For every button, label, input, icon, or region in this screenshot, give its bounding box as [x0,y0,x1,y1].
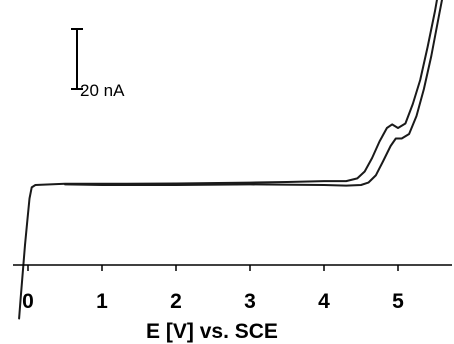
x-tick-label-5: 5 [392,290,404,313]
x-tick-label-0: 0 [22,290,34,313]
x-tick-label-3: 3 [244,290,256,313]
plot-area [18,0,443,320]
x-axis-title: E [V] vs. SCE [146,320,278,343]
trace-line-1 [18,0,438,320]
x-axis: 0 1 2 3 4 5 [13,264,452,313]
x-tick-label-2: 2 [170,290,182,313]
trace-line-2 [64,0,443,187]
current-scale-bar: 20 nA [71,28,125,100]
x-tick-label-4: 4 [318,290,330,313]
x-tick-label-1: 1 [96,290,108,313]
scale-bar-label: 20 nA [80,81,125,100]
